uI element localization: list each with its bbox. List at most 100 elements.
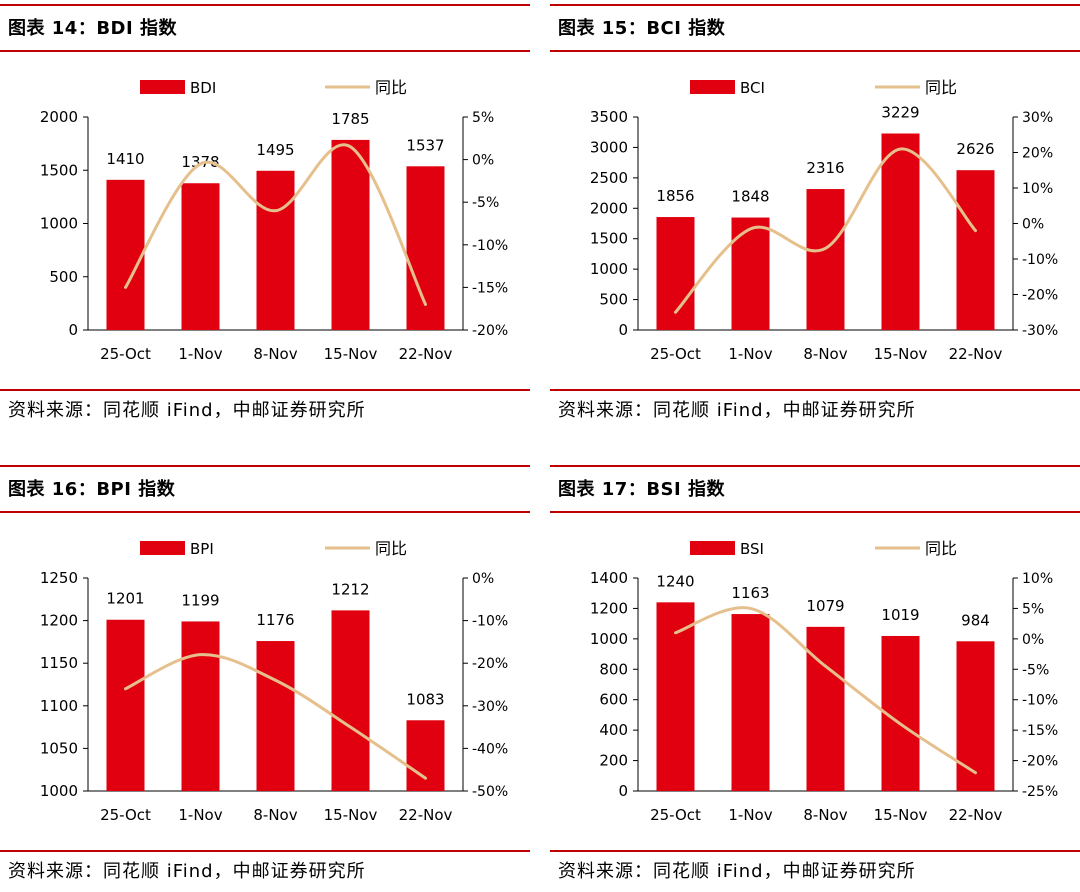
bar [406,720,445,791]
bpi-chart: BPI 同比 1000 1050 1100 1150 1200 1250 -50% -40% -30… [40,539,508,824]
right-tick-label: -10% [472,614,508,630]
source-note: 资料来源：同花顺 iFind，中邮证券研究所 [558,861,916,882]
x-tick-label: 1-Nov [728,345,772,363]
x-tick-label: 15-Nov [324,806,378,824]
left-tick-label: 2000 [590,199,628,217]
x-tick-label: 8-Nov [253,806,297,824]
chart-title: 图表 15：BCI 指数 [558,18,726,39]
bar-value-label: 2316 [806,159,844,177]
bottom-rule [0,389,530,391]
left-tick-label: 1250 [40,569,78,587]
bar [181,183,220,330]
right-tick-label: -20% [1022,754,1058,770]
right-tick-label: 10% [1022,571,1053,587]
bar [656,602,695,791]
bar-value-label: 1785 [331,110,369,128]
left-tick-label: 1000 [40,782,78,800]
right-tick-label: -20% [472,656,508,672]
bar [106,179,145,330]
bar [956,641,995,791]
title-rule [0,511,530,513]
bar-value-label: 2626 [956,140,994,158]
title-rule [550,50,1080,52]
bar [331,610,370,791]
bar-value-label: 1019 [881,606,919,624]
left-tick-label: 3000 [590,138,628,156]
top-rule [550,4,1080,6]
legend-line-label: 同比 [925,78,957,97]
bar-value-label: 984 [961,611,990,629]
left-tick-label: 0 [68,321,78,339]
left-tick-label: 1050 [40,739,78,757]
right-tick-label: 10% [1022,181,1053,197]
bar [256,641,295,791]
left-tick-label: 200 [599,752,628,770]
x-tick-label: 15-Nov [874,806,928,824]
bar-value-label: 1163 [731,584,769,602]
chart-title: 图表 16：BPI 指数 [8,479,176,500]
legend-bar-label: BPI [190,540,214,558]
left-tick-label: 1400 [590,569,628,587]
bar [256,170,295,330]
legend-bar-label: BCI [740,79,765,97]
right-tick-label: -20% [1022,288,1058,304]
source-note: 资料来源：同花顺 iFind，中邮证券研究所 [8,400,366,421]
x-tick-label: 1-Nov [728,806,772,824]
x-tick-label: 15-Nov [874,345,928,363]
right-tick-label: 30% [1022,110,1053,126]
bar-value-label: 1495 [256,141,294,159]
right-tick-label: 0% [472,571,494,587]
left-tick-label: 2000 [40,108,78,126]
x-tick-label: 25-Oct [100,345,151,363]
bar-value-label: 1848 [731,188,769,206]
x-tick-label: 8-Nov [803,806,847,824]
bottom-rule [0,850,530,852]
legend-bar-swatch [690,541,735,555]
bar-value-label: 1079 [806,597,844,615]
right-tick-label: -20% [472,323,508,339]
right-tick-label: -5% [472,195,499,211]
bdi-chart: BDI 同比 0 500 1000 1500 2000 -20% -15% -10% -5% 0% 5%… [40,78,508,363]
bar-value-label: 1410 [106,150,144,168]
bar [331,139,370,330]
title-rule [550,511,1080,513]
bar [106,619,145,791]
left-tick-label: 0 [618,321,628,339]
bar-value-label: 1212 [331,580,369,598]
bar-value-label: 1240 [656,572,694,590]
bar-value-label: 3229 [881,103,919,121]
left-tick-label: 1500 [590,230,628,248]
top-rule [0,465,530,467]
source-note: 资料来源：同花顺 iFind，中邮证券研究所 [558,400,916,421]
x-tick-label: 22-Nov [399,806,453,824]
right-tick-label: -5% [1022,662,1049,678]
x-tick-label: 22-Nov [949,345,1003,363]
right-tick-label: -10% [472,238,508,254]
bar [181,621,220,791]
left-tick-label: 500 [599,291,628,309]
legend-line-label: 同比 [925,539,957,558]
legend-line-label: 同比 [375,78,407,97]
left-tick-label: 1100 [40,697,78,715]
right-tick-label: -40% [472,741,508,757]
bar-value-label: 1199 [181,591,219,609]
bottom-rule [550,850,1080,852]
bar [806,626,845,791]
left-tick-label: 0 [618,782,628,800]
left-tick-label: 500 [49,268,78,286]
left-tick-label: 1200 [40,612,78,630]
bsi-chart: BSI 同比 0 200 400 600 800 1000 1200 1400 -25% -20% -1… [590,539,1058,824]
right-tick-label: -30% [1022,323,1058,339]
x-tick-label: 22-Nov [399,345,453,363]
top-rule [0,4,530,6]
x-tick-label: 8-Nov [253,345,297,363]
bar-value-label: 1083 [406,690,444,708]
x-tick-label: 15-Nov [324,345,378,363]
right-tick-label: -10% [1022,252,1058,268]
x-tick-label: 1-Nov [178,806,222,824]
bottom-rule [550,389,1080,391]
bar-value-label: 1201 [106,590,144,608]
panel-bci: 图表 15：BCI 指数 BCI 同比 0 500 1000 1500 2000 2500 30… [550,0,1080,430]
x-tick-label: 8-Nov [803,345,847,363]
x-tick-label: 25-Oct [650,345,701,363]
